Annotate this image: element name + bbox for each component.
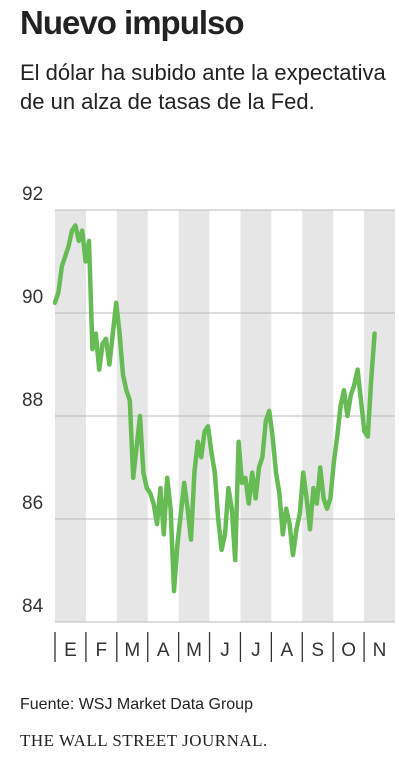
chart-subtitle: El dólar ha subido ante la expectativa d… (20, 60, 386, 114)
y-tick-label: 84 (22, 596, 44, 617)
x-tick-label: E (64, 640, 77, 661)
x-tick-label: M (186, 640, 202, 661)
line-series (52, 223, 377, 594)
x-tick-label: M (124, 640, 140, 661)
x-tick-label: O (341, 640, 356, 661)
x-tick-label: S (311, 640, 324, 661)
x-tick-label: N (373, 640, 387, 661)
source-note: Fuente: WSJ Market Data Group (20, 696, 253, 713)
x-tick-label: A (157, 640, 170, 661)
y-tick-label: 90 (22, 287, 43, 308)
y-tick-label: 88 (22, 390, 43, 411)
x-tick-label: J (220, 640, 230, 661)
chart-title: Nuevo impulso (20, 4, 245, 41)
y-tick-label: 86 (22, 493, 43, 514)
y-tick-label: 92 (22, 184, 43, 205)
x-tick-label: J (251, 640, 261, 661)
publisher: THE WALL STREET JOURNAL. (20, 731, 268, 750)
x-tick-label: A (280, 640, 293, 661)
x-tick-label: F (96, 640, 108, 661)
